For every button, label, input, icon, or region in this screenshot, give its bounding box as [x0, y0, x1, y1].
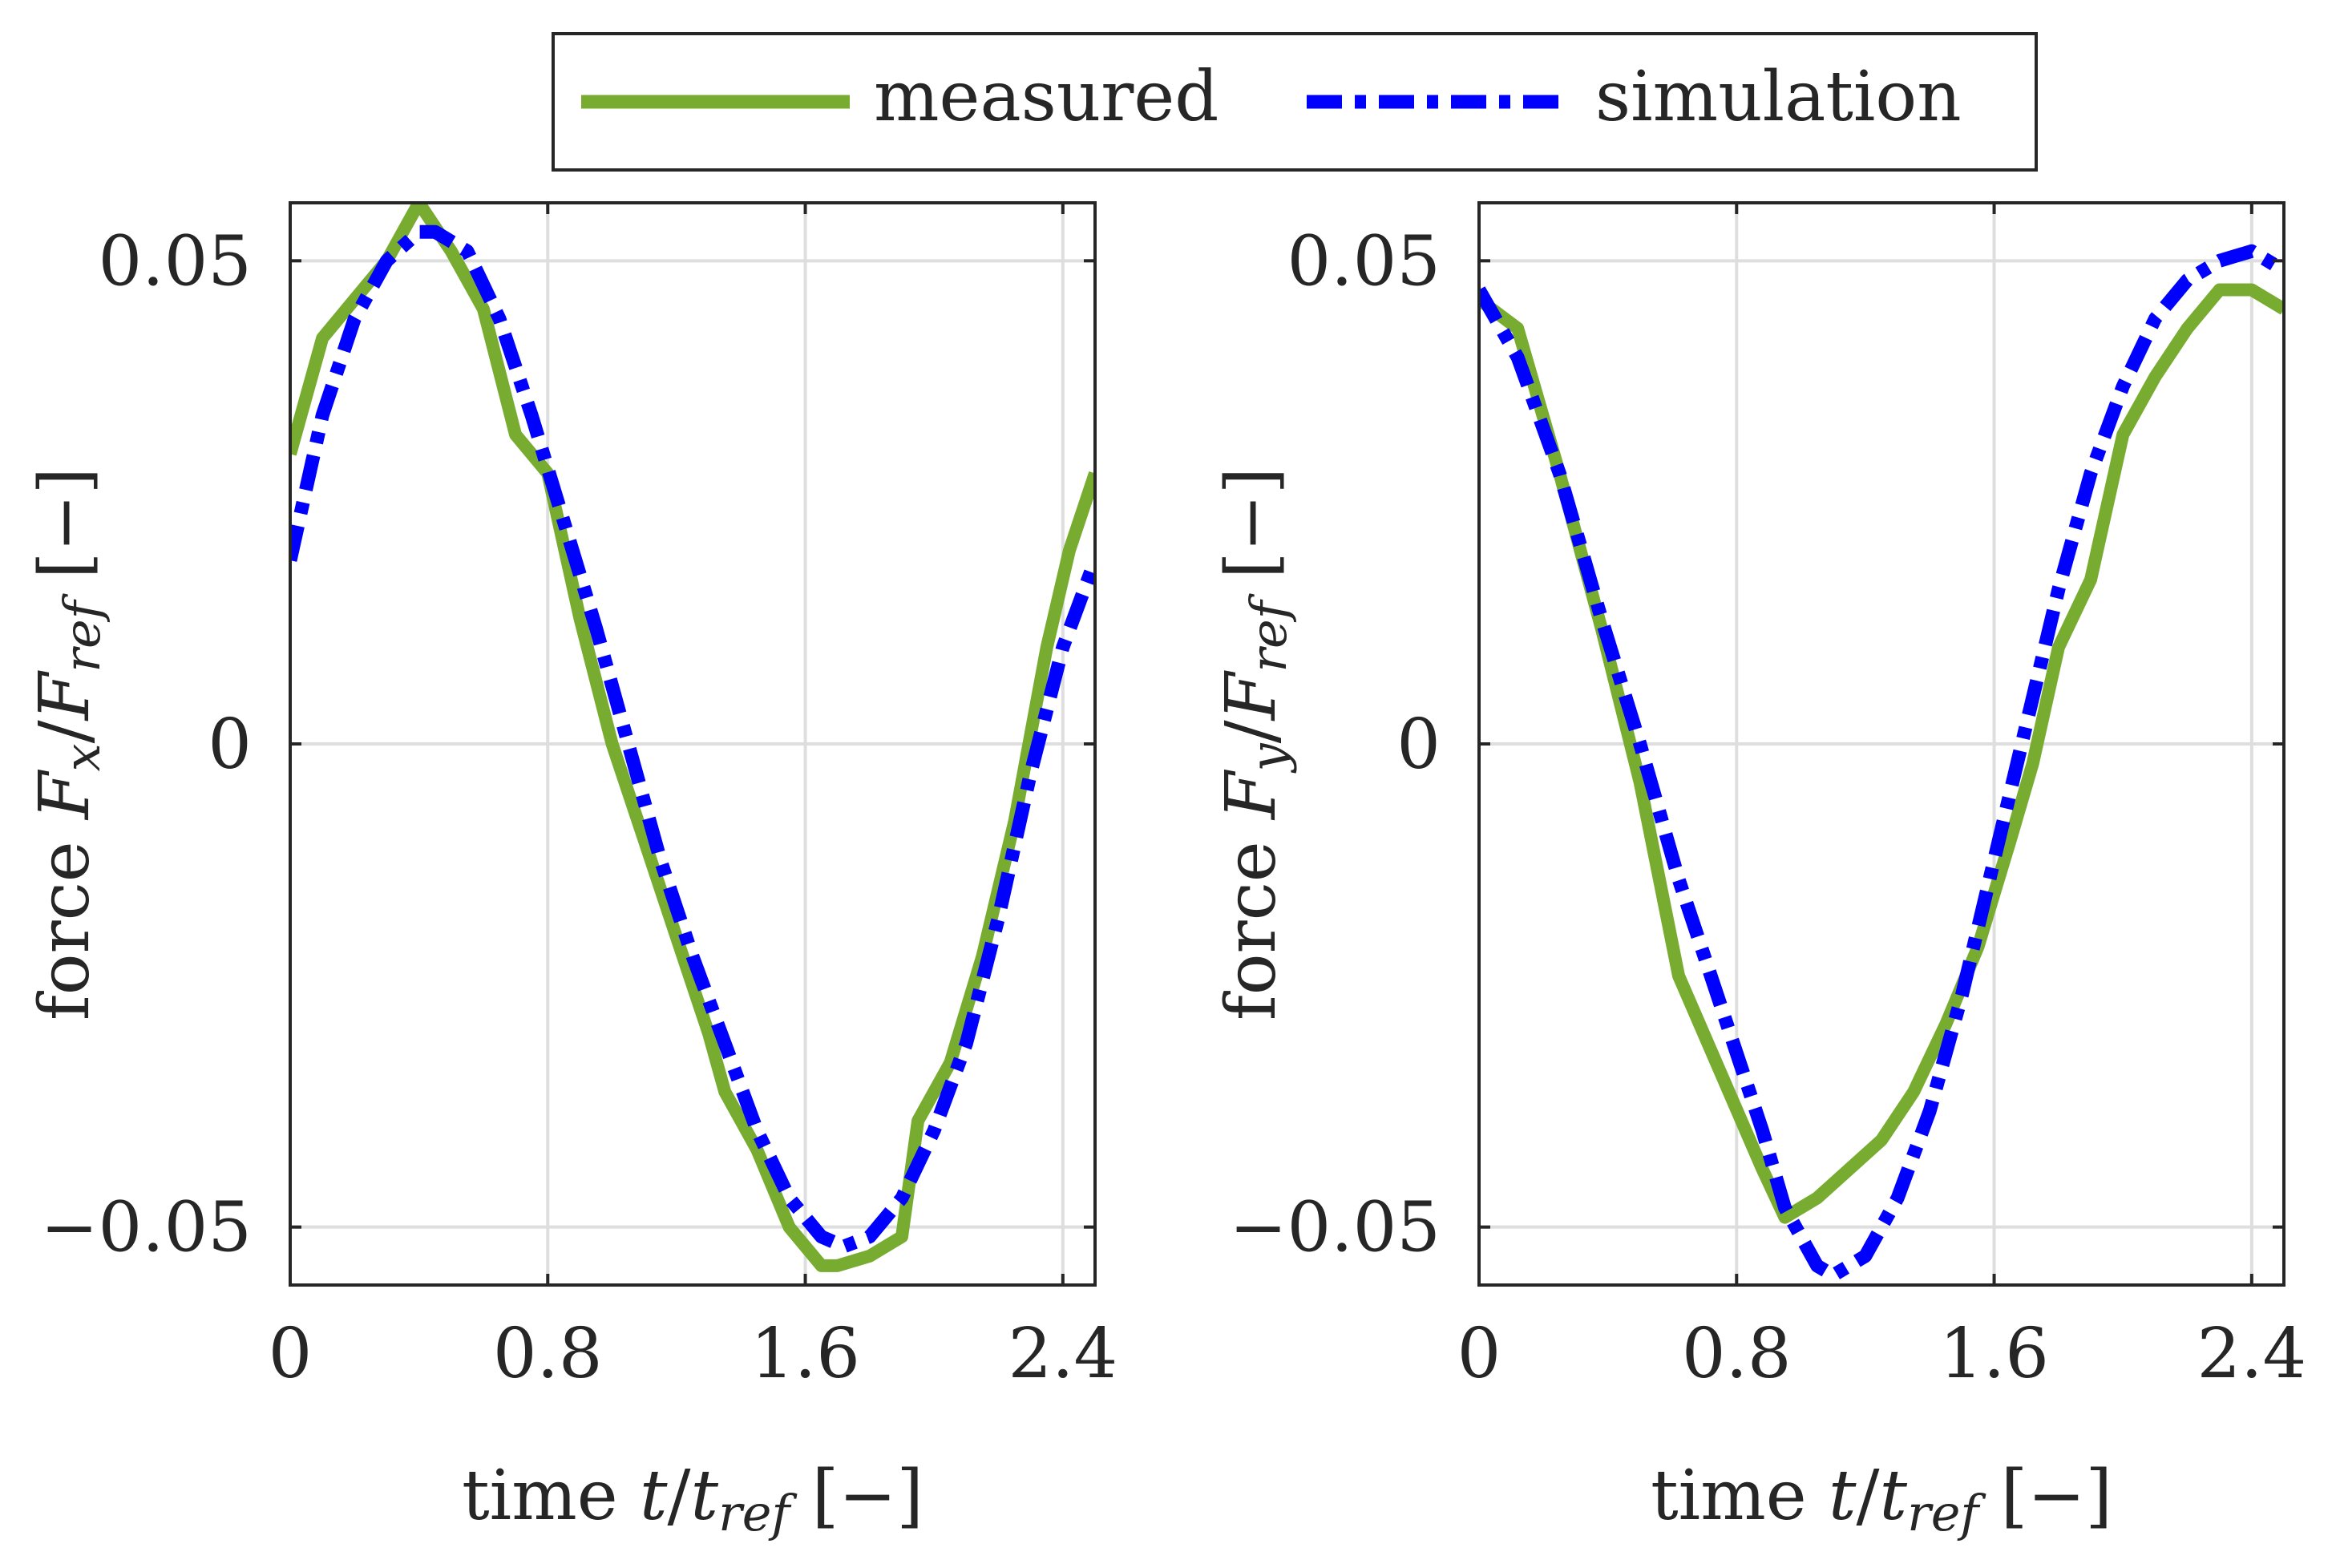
- series-line-simulation: [290, 224, 1095, 1254]
- y-tick-label: −0.05: [40, 1188, 252, 1268]
- y-axis-label: force Fy/Fref [−]: [1211, 467, 1298, 1020]
- y-tick-label: 0.05: [99, 221, 252, 301]
- y-axis-label: force Fx/Fref [−]: [25, 467, 111, 1020]
- series-line-measured: [290, 203, 1095, 1272]
- x-tick-label: 2.4: [1008, 1314, 1117, 1394]
- x-tick-label: 2.4: [2197, 1314, 2306, 1394]
- x-tick-label: 1.6: [750, 1314, 860, 1394]
- y-tick-label: 0: [208, 705, 252, 785]
- x-tick-label: 1.6: [1939, 1314, 2049, 1394]
- series-line-measured: [1479, 283, 2284, 1224]
- legend: measured simulation: [552, 32, 2038, 172]
- x-tick-label: 0.8: [493, 1314, 603, 1394]
- y-tick-label: 0.05: [1287, 221, 1441, 301]
- x-tick-label: 0.8: [1682, 1314, 1792, 1394]
- x-axis-label: time t/tref [−]: [1651, 1456, 2112, 1542]
- y-tick-label: −0.05: [1229, 1188, 1441, 1268]
- legend-label-measured: measured: [874, 57, 1219, 137]
- y-tick-label: 0: [1396, 705, 1441, 785]
- x-tick-label: 0: [269, 1314, 313, 1394]
- series-line-simulation: [1479, 244, 2284, 1283]
- x-axis-label: time t/tref [−]: [462, 1456, 923, 1542]
- legend-label-simulation: simulation: [1595, 57, 1962, 137]
- x-tick-label: 0: [1457, 1314, 1501, 1394]
